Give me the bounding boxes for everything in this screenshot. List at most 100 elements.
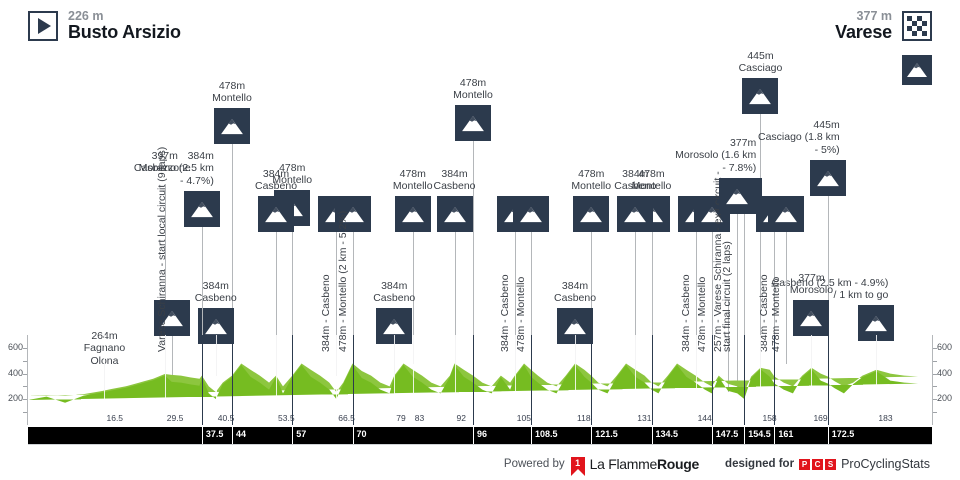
climb-label: 377m Morosolo (1.6 km - 7.8%) bbox=[675, 137, 757, 174]
start-location: 226 m Busto Arsizio bbox=[28, 9, 181, 43]
climb-badge bbox=[334, 196, 371, 232]
climb-label: 478m Montello bbox=[272, 162, 313, 187]
km-tick-label: 16.5 bbox=[106, 413, 124, 423]
segment-marker: 154.5 bbox=[744, 427, 771, 444]
y-axis-tick-label: 600 bbox=[7, 341, 23, 352]
segment-gridline bbox=[744, 335, 746, 425]
km-gridline bbox=[760, 335, 762, 425]
km-gridline bbox=[514, 335, 516, 425]
climb-stem bbox=[760, 114, 762, 368]
climb-stem bbox=[201, 227, 203, 376]
climb-label: 478m Montello bbox=[212, 80, 252, 105]
segment-marker-label: 70 bbox=[356, 429, 367, 439]
segment-marker: 172.5 bbox=[827, 427, 854, 444]
segment-marker-label: 44 bbox=[235, 429, 246, 439]
climb-badge bbox=[719, 178, 756, 214]
km-tick-label: 79 bbox=[396, 413, 406, 423]
climb-label-vertical: 478m - Montello (2 km - 5.2%) bbox=[336, 210, 349, 352]
mountain-icon bbox=[204, 318, 227, 334]
km-tick-label: 105 bbox=[516, 413, 531, 423]
segment-gridline bbox=[827, 335, 829, 425]
climb-stem bbox=[231, 144, 233, 364]
mountain-icon bbox=[726, 188, 749, 204]
segment-gridline bbox=[352, 335, 354, 425]
finish-mountain-badge bbox=[902, 55, 932, 85]
segment-marker-label: 108.5 bbox=[534, 429, 558, 439]
climb-badge bbox=[153, 300, 190, 336]
climb-badge bbox=[617, 196, 654, 232]
climb-badge bbox=[258, 196, 295, 232]
y-axis-tickmark bbox=[23, 347, 27, 349]
segment-marker: 44 bbox=[231, 427, 246, 444]
y-axis-tick-label: 200 bbox=[937, 393, 953, 404]
segment-marker-label: 147.5 bbox=[715, 429, 739, 439]
y-axis-tickmark bbox=[933, 386, 937, 388]
footer: Powered by 1 La FlammeRouge designed for… bbox=[0, 456, 960, 476]
climb-label: 445m Casciago (1.8 km - 5%) bbox=[757, 119, 840, 156]
mountain-icon bbox=[816, 170, 839, 186]
km-gridline bbox=[454, 335, 456, 425]
climb-label: 478m Montello bbox=[453, 77, 493, 102]
mountain-icon bbox=[800, 310, 823, 326]
mountain-icon bbox=[865, 315, 888, 331]
y-axis-tickmark bbox=[23, 399, 27, 401]
segment-marker-label: 154.5 bbox=[748, 429, 771, 439]
y-axis-tick-label: 400 bbox=[937, 367, 953, 378]
y-axis-line bbox=[27, 335, 28, 425]
climb-label: Casbeno (2.5 km - 4.9%) / 1 km to go bbox=[771, 277, 889, 302]
y-axis-tickmark bbox=[933, 373, 937, 375]
km-gridline bbox=[811, 335, 813, 425]
segment-marker-label: 134.5 bbox=[655, 429, 679, 439]
pcs-letter: C bbox=[812, 458, 824, 470]
climb-stem bbox=[336, 232, 338, 376]
mountain-icon bbox=[160, 310, 183, 326]
climb-badge bbox=[183, 191, 220, 227]
climb-label: 384m Casbeno bbox=[373, 280, 416, 305]
climb-label: 377m Morosolo bbox=[789, 272, 834, 297]
climb-label: 384m Casbeno bbox=[194, 280, 237, 305]
climb-label: 384m Casbeno bbox=[255, 168, 298, 193]
climb-label-vertical: Varese Schiranna - start local circuit (… bbox=[155, 146, 168, 352]
segment-gridline bbox=[292, 335, 294, 425]
km-tick-label: 144 bbox=[697, 413, 712, 423]
mountain-icon bbox=[520, 206, 542, 222]
climb-stem bbox=[473, 141, 475, 364]
km-gridline bbox=[276, 335, 278, 425]
km-gridline bbox=[164, 335, 166, 425]
y-axis-tickmark bbox=[933, 412, 937, 414]
km-tick-label: 169 bbox=[813, 413, 828, 423]
segment-bar: 37.5 44 57 70 96 108.5 121.5 134.5 147.5 154.5 161… bbox=[28, 427, 932, 444]
climb-badge bbox=[793, 300, 830, 336]
km-gridline bbox=[635, 335, 637, 425]
climb-label: 397m Morazzone bbox=[138, 150, 191, 175]
climb-stem bbox=[591, 232, 593, 364]
start-city-name: Busto Arsizio bbox=[68, 22, 181, 43]
climb-label: 478m Montello bbox=[631, 168, 672, 193]
climb-stem bbox=[737, 214, 739, 392]
segment-marker-label: 37.5 bbox=[205, 429, 224, 439]
segment-marker: 134.5 bbox=[651, 427, 678, 444]
climb-badge bbox=[213, 108, 250, 144]
mountain-icon bbox=[443, 206, 466, 222]
play-icon bbox=[28, 11, 58, 41]
km-gridline bbox=[104, 335, 106, 425]
segment-marker: 147.5 bbox=[711, 427, 738, 444]
climb-label: 384m Casbeno (2.5 km - 4.7%) bbox=[133, 150, 214, 187]
mountain-icon bbox=[700, 206, 723, 222]
segment-gridline bbox=[473, 335, 475, 425]
climb-stem bbox=[454, 232, 456, 376]
segment-marker: 108.5 bbox=[530, 427, 558, 444]
elevation-plot: 0 16.5 29.5 40.5 53.5 66.5 79 83 92 105 118 131 144 1… bbox=[8, 335, 952, 425]
climb-label: 445m Casciago bbox=[738, 50, 783, 75]
km-gridline bbox=[215, 335, 217, 425]
y-axis-tick-label: 400 bbox=[7, 367, 23, 378]
climb-stem bbox=[292, 226, 294, 364]
segment-marker-label: 96 bbox=[477, 429, 488, 439]
km-tick-label: 92 bbox=[456, 413, 466, 423]
y-axis-tickmark bbox=[933, 360, 937, 362]
y-axis-line bbox=[932, 335, 933, 425]
climb-badge bbox=[455, 105, 492, 141]
finish-city-name: Varese bbox=[835, 22, 892, 43]
segment-marker: 161 bbox=[774, 427, 793, 444]
climb-label: 478m Montello bbox=[571, 168, 612, 193]
